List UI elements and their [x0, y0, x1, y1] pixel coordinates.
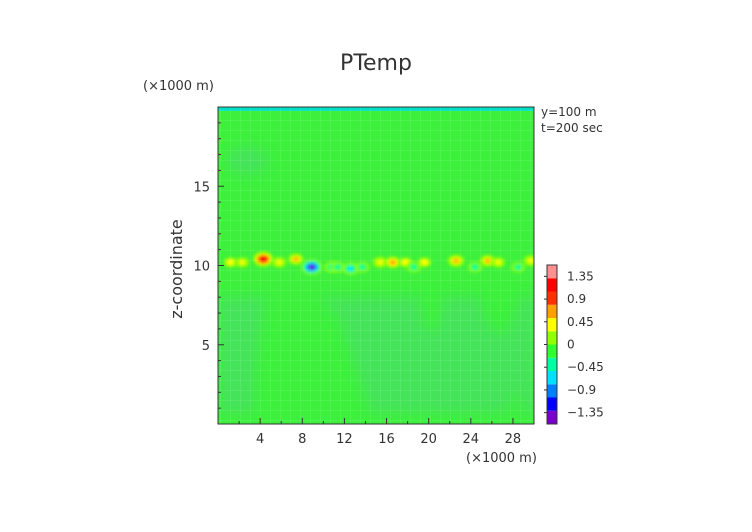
colorbar-label: 0.9: [567, 292, 586, 306]
colorbar-segment: [547, 291, 557, 305]
x-tick-label: 20: [420, 432, 437, 447]
colorbar-label: 0.45: [567, 315, 594, 329]
info-line-t: t=200 sec: [541, 121, 603, 135]
colorbar-label: −0.9: [567, 383, 596, 397]
y-unit-label: (×1000 m): [143, 79, 214, 94]
y-axis: 5 10 15: [193, 122, 224, 409]
colorbar-segment: [547, 357, 557, 371]
colorbar-label: 1.35: [567, 269, 594, 283]
y-tick-label: 10: [193, 260, 210, 275]
x-tick-label: 4: [256, 432, 264, 447]
colorbar-segment: [547, 384, 557, 398]
x-tick-label: 16: [378, 432, 395, 447]
chart-title: PTemp: [340, 51, 412, 76]
heatmap-field: [218, 107, 534, 424]
info-line-y: y=100 m: [541, 105, 597, 119]
x-tick-label: 28: [505, 432, 522, 447]
colorbar-label: −1.35: [567, 406, 604, 420]
x-tick-label: 12: [336, 432, 353, 447]
colorbar-segment: [547, 371, 557, 385]
x-tick-label: 24: [463, 432, 480, 447]
x-unit-label: (×1000 m): [466, 451, 537, 466]
colorbar-segment: [547, 265, 557, 279]
colorbar: 1.35 0.9 0.45 0 −0.45 −0.9 −1.35: [544, 264, 604, 425]
x-tick-label: 8: [298, 432, 306, 447]
colorbar-label: 0: [567, 338, 575, 352]
colorbar-segment: [547, 318, 557, 332]
colorbar-segment: [547, 331, 557, 345]
colorbar-segment: [547, 397, 557, 411]
colorbar-segment: [547, 344, 557, 358]
colorbar-segment: [547, 410, 557, 424]
colorbar-label: −0.45: [567, 360, 604, 374]
colorbar-segment: [547, 278, 557, 292]
y-axis-label: z-coordinate: [167, 219, 186, 319]
y-tick-label: 15: [193, 180, 210, 195]
x-axis: 4 8 12 16 20 24 28: [238, 418, 522, 447]
y-tick-label: 5: [202, 339, 210, 354]
grid-overlay: [218, 107, 534, 424]
colorbar-segment: [547, 304, 557, 318]
